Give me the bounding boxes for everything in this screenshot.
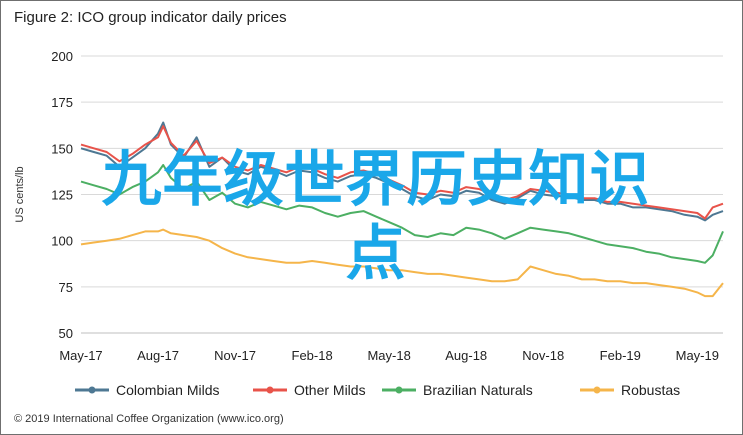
x-tick-label-may-18: May-18 (367, 348, 410, 363)
x-tick-label-nov-17: Nov-17 (214, 348, 256, 363)
x-tick-label-feb-19: Feb-19 (600, 348, 641, 363)
legend-label-brazilian-naturals: Brazilian Naturals (423, 382, 533, 398)
y-tick-label-100: 100 (51, 234, 73, 249)
y-axis-label: US cents/lb (14, 166, 26, 222)
watermark-overlay-text: 九年级世界历史知识 点 (21, 143, 731, 291)
x-tick-label-may-19: May-19 (676, 348, 719, 363)
x-tick-label-aug-18: Aug-18 (445, 348, 487, 363)
series-line-robustas (80, 228, 724, 298)
source-credit: © 2019 International Coffee Organization… (14, 413, 284, 425)
chart-title: Figure 2: ICO group indicator daily pric… (14, 9, 287, 26)
legend-marker-brazilian-naturals (395, 386, 403, 394)
legend-label-colombian-milds: Colombian Milds (116, 382, 219, 398)
legend-marker-other-milds (266, 386, 274, 394)
y-tick-label-50: 50 (59, 326, 73, 341)
legend-marker-colombian-milds (88, 386, 96, 394)
x-tick-label-feb-18: Feb-18 (292, 348, 333, 363)
y-tick-label-150: 150 (51, 141, 73, 156)
x-tick-label-aug-17: Aug-17 (137, 348, 179, 363)
x-tick-label-nov-18: Nov-18 (522, 348, 564, 363)
legend-label-other-milds: Other Milds (294, 382, 366, 398)
series-line-other-milds (80, 125, 724, 220)
legend-marker-robustas (593, 386, 601, 394)
x-tick-label-may-17: May-17 (59, 348, 102, 363)
overlay-line-1: 九年级世界历史知识 (101, 145, 651, 215)
series-line-brazilian-naturals (80, 164, 724, 264)
legend-label-robustas: Robustas (621, 382, 680, 398)
y-tick-label-200: 200 (51, 49, 73, 64)
y-tick-label-125: 125 (51, 188, 73, 203)
overlay-line-2: 点 (345, 219, 407, 289)
y-tick-label-175: 175 (51, 95, 73, 110)
y-tick-label-75: 75 (59, 280, 73, 295)
series-line-colombian-milds (80, 121, 724, 222)
